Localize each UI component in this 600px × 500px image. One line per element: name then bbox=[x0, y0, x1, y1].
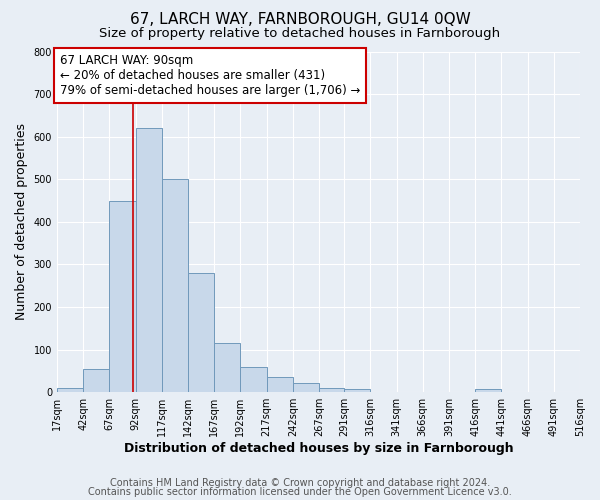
Bar bbox=[83, 369, 109, 392]
Bar bbox=[214, 343, 241, 392]
Bar bbox=[475, 389, 502, 392]
Text: Contains public sector information licensed under the Open Government Licence v3: Contains public sector information licen… bbox=[88, 487, 512, 497]
Bar bbox=[188, 273, 214, 392]
Bar bbox=[136, 128, 162, 392]
Bar bbox=[293, 383, 319, 392]
Bar bbox=[319, 388, 344, 392]
Bar bbox=[241, 366, 266, 392]
Y-axis label: Number of detached properties: Number of detached properties bbox=[15, 124, 28, 320]
Text: Contains HM Land Registry data © Crown copyright and database right 2024.: Contains HM Land Registry data © Crown c… bbox=[110, 478, 490, 488]
Text: Size of property relative to detached houses in Farnborough: Size of property relative to detached ho… bbox=[100, 28, 500, 40]
Bar bbox=[266, 378, 293, 392]
X-axis label: Distribution of detached houses by size in Farnborough: Distribution of detached houses by size … bbox=[124, 442, 513, 455]
Bar bbox=[109, 200, 136, 392]
Text: 67 LARCH WAY: 90sqm
← 20% of detached houses are smaller (431)
79% of semi-detac: 67 LARCH WAY: 90sqm ← 20% of detached ho… bbox=[60, 54, 361, 96]
Bar bbox=[344, 389, 370, 392]
Bar bbox=[162, 180, 188, 392]
Bar bbox=[57, 388, 83, 392]
Text: 67, LARCH WAY, FARNBOROUGH, GU14 0QW: 67, LARCH WAY, FARNBOROUGH, GU14 0QW bbox=[130, 12, 470, 28]
